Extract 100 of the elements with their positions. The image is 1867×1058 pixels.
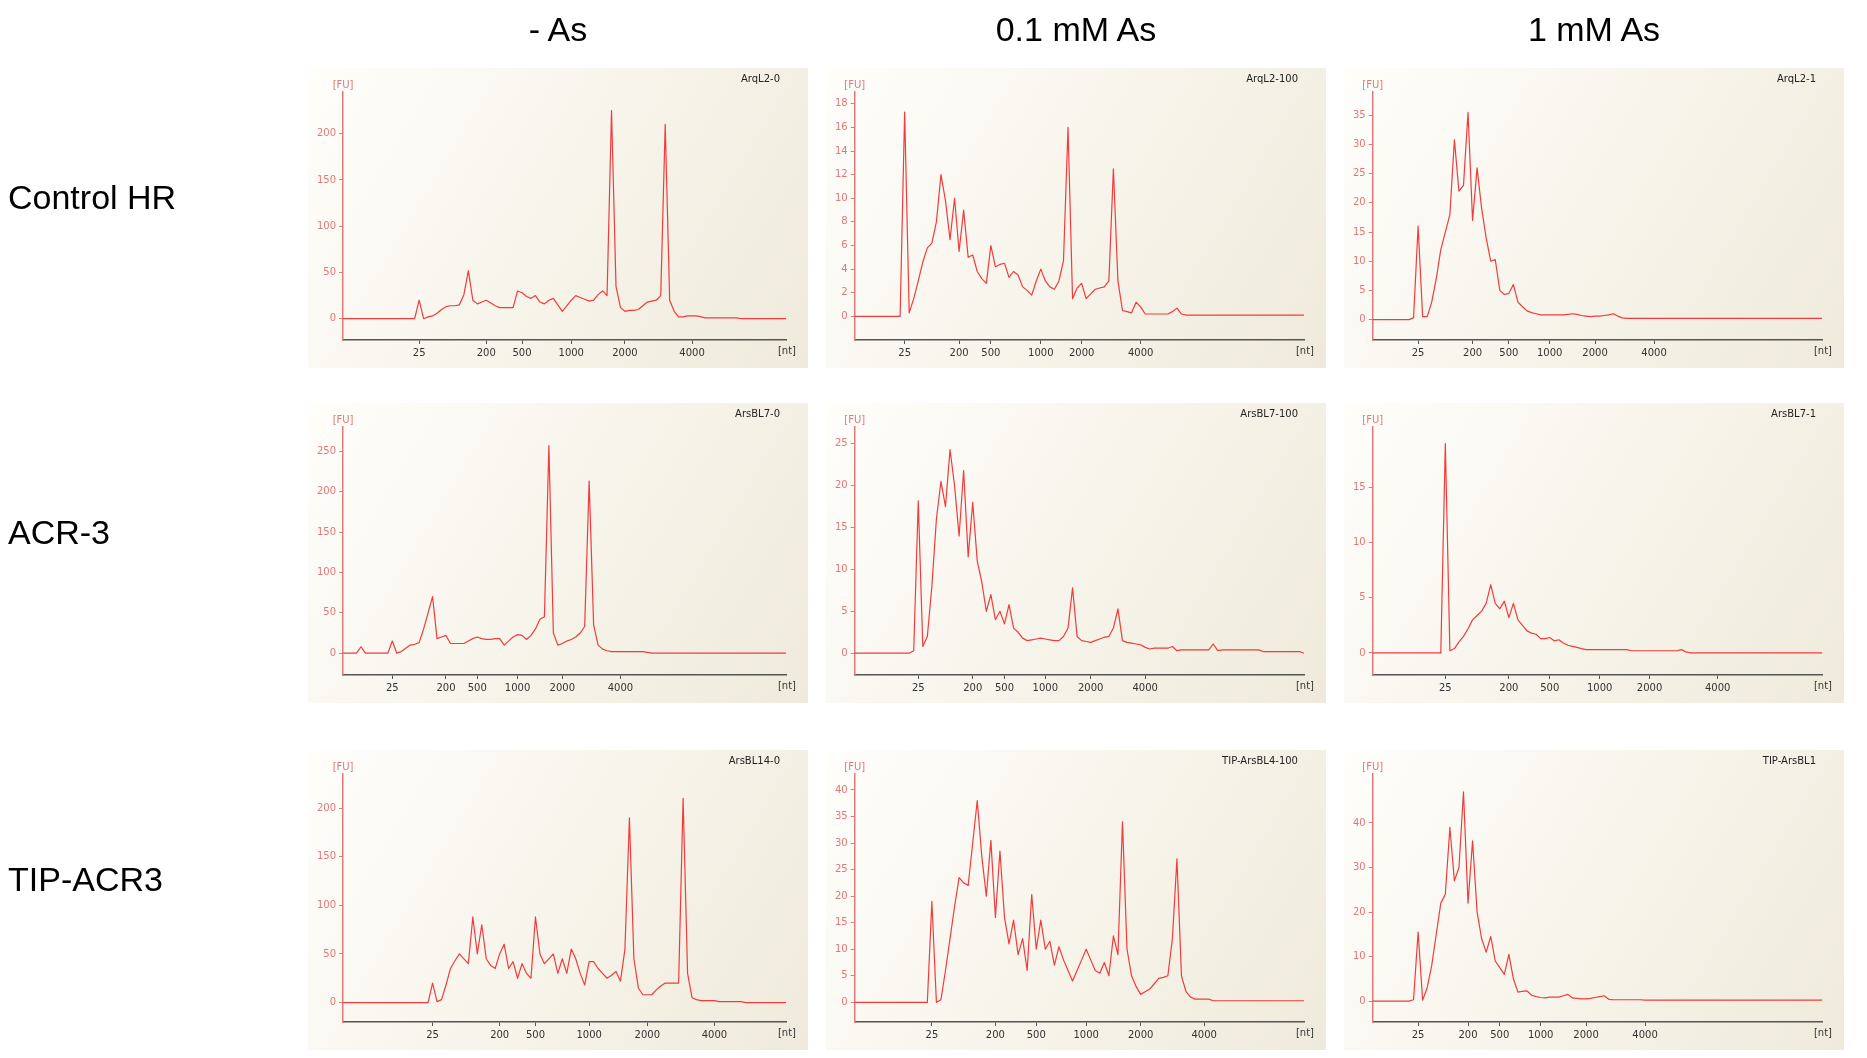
x-tick-label: 25 <box>1438 681 1452 693</box>
y-tick-label: 2 <box>841 286 848 298</box>
y-tick-label: 10 <box>1352 536 1366 548</box>
x-tick-label: 4000 <box>701 1028 728 1040</box>
x-tick-label: 4000 <box>1632 1028 1658 1040</box>
y-tick-label: 35 <box>1352 108 1366 120</box>
y-tick-label: 6 <box>841 239 848 251</box>
y-axis-title: [FU] <box>1362 78 1384 90</box>
y-tick-label: 0 <box>329 996 337 1008</box>
x-tick-label: 200 <box>1463 346 1483 358</box>
y-tick-label: 0 <box>1359 313 1366 325</box>
y-axis-title: [FU] <box>844 760 866 772</box>
x-tick-label: 2000 <box>634 1028 661 1040</box>
y-tick-label: 20 <box>834 479 848 491</box>
x-tick-label: 4000 <box>1127 346 1154 358</box>
y-axis-title: [FU] <box>1362 760 1384 772</box>
y-tick-label: 10 <box>834 191 848 203</box>
x-tick-label: 2000 <box>1068 346 1095 358</box>
y-tick-label: 0 <box>1359 994 1366 1006</box>
x-tick-label: 2000 <box>1582 346 1608 358</box>
x-tick-label: 200 <box>1499 681 1519 693</box>
y-axis-title: [FU] <box>332 760 354 772</box>
x-tick-label: 4000 <box>1704 681 1731 693</box>
text: ACR-3 <box>8 513 112 552</box>
text: Control HR <box>8 178 178 217</box>
y-tick-label: 15 <box>1352 225 1366 237</box>
x-tick-label: 1000 <box>504 681 531 693</box>
y-tick-label: 0 <box>841 995 848 1007</box>
x-tick-label: 4000 <box>607 681 634 693</box>
y-tick-label: 250 <box>316 444 337 456</box>
x-tick-label: 1000 <box>576 1028 602 1040</box>
x-axis-title: [nt] <box>777 1026 797 1038</box>
x-tick-label: 2000 <box>1573 1028 1599 1040</box>
x-tick-label: 200 <box>476 346 496 358</box>
x-tick-label: 25 <box>925 1028 939 1040</box>
x-tick-label: 200 <box>490 1028 510 1040</box>
x-tick-label: 200 <box>985 1028 1005 1040</box>
y-tick-label: 16 <box>834 121 848 133</box>
x-tick-label: 500 <box>1540 681 1560 693</box>
text: 0.1 mM As <box>994 10 1158 49</box>
x-axis-title: [nt] <box>1295 679 1315 691</box>
y-tick-label: 0 <box>1359 646 1366 658</box>
x-tick-label: 2000 <box>1127 1028 1154 1040</box>
x-axis-title: [nt] <box>1813 679 1833 691</box>
x-tick-label: 2000 <box>1077 681 1104 693</box>
y-tick-label: 20 <box>1352 905 1366 917</box>
y-axis-title: [FU] <box>1362 413 1384 425</box>
y-tick-label: 5 <box>1359 591 1366 603</box>
x-tick-label: 4000 <box>679 346 705 358</box>
x-tick-label: 1000 <box>1073 1028 1099 1040</box>
x-axis-title: [nt] <box>1813 1026 1833 1038</box>
chart-title: ArqL2-0 <box>740 72 780 84</box>
x-axis-title: [nt] <box>1295 344 1315 356</box>
y-tick-label: 150 <box>316 173 337 185</box>
y-tick-label: 100 <box>316 219 337 231</box>
y-tick-label: 25 <box>834 437 848 449</box>
y-tick-label: 100 <box>316 566 337 577</box>
x-axis-title: [nt] <box>1813 344 1833 356</box>
y-axis-title: [FU] <box>844 413 866 425</box>
y-tick-label: 0 <box>329 646 337 658</box>
chart-title: ArsBL7-100 <box>1240 407 1298 419</box>
x-tick-label: 500 <box>1490 1028 1510 1040</box>
y-tick-label: 30 <box>834 836 848 848</box>
y-tick-label: 10 <box>834 563 848 575</box>
y-axis-title: [FU] <box>844 78 866 90</box>
y-tick-label: 12 <box>834 168 848 180</box>
x-tick-label: 1000 <box>1536 346 1563 358</box>
y-tick-label: 20 <box>834 889 848 901</box>
chart-title: ArsBL14-0 <box>728 754 780 766</box>
x-tick-label: 500 <box>512 346 532 358</box>
x-tick-label: 500 <box>467 681 487 693</box>
x-tick-label: 4000 <box>1132 681 1158 693</box>
x-tick-label: 25 <box>426 1028 439 1040</box>
text: - As <box>527 10 589 49</box>
x-tick-label: 1000 <box>558 346 584 358</box>
y-tick-label: 15 <box>834 521 848 533</box>
y-tick-label: 10 <box>1352 950 1366 962</box>
y-tick-label: 200 <box>316 127 337 139</box>
x-tick-label: 25 <box>898 346 912 358</box>
x-tick-label: 25 <box>412 346 426 358</box>
y-tick-label: 8 <box>841 215 848 227</box>
chart-title: ArqL2-100 <box>1246 72 1298 84</box>
x-tick-label: 4000 <box>1191 1028 1217 1040</box>
y-tick-label: 18 <box>834 97 848 109</box>
x-tick-label: 200 <box>949 346 969 358</box>
x-tick-label: 500 <box>981 346 1001 358</box>
x-tick-label: 25 <box>911 681 925 693</box>
chart-title: TIP-ArsBL1 <box>1761 754 1816 766</box>
x-tick-label: 500 <box>1026 1028 1046 1040</box>
y-tick-label: 5 <box>841 969 848 981</box>
x-axis-title: [nt] <box>777 344 797 356</box>
y-tick-label: 100 <box>316 898 337 910</box>
y-tick-label: 30 <box>1352 138 1366 150</box>
x-axis-title: [nt] <box>1295 1026 1315 1038</box>
y-tick-label: 0 <box>841 646 848 658</box>
x-tick-label: 1000 <box>1032 681 1059 693</box>
x-tick-label: 25 <box>1411 346 1425 358</box>
y-tick-label: 4 <box>841 262 848 274</box>
y-axis-title: [FU] <box>332 78 354 90</box>
y-tick-label: 25 <box>834 863 848 875</box>
